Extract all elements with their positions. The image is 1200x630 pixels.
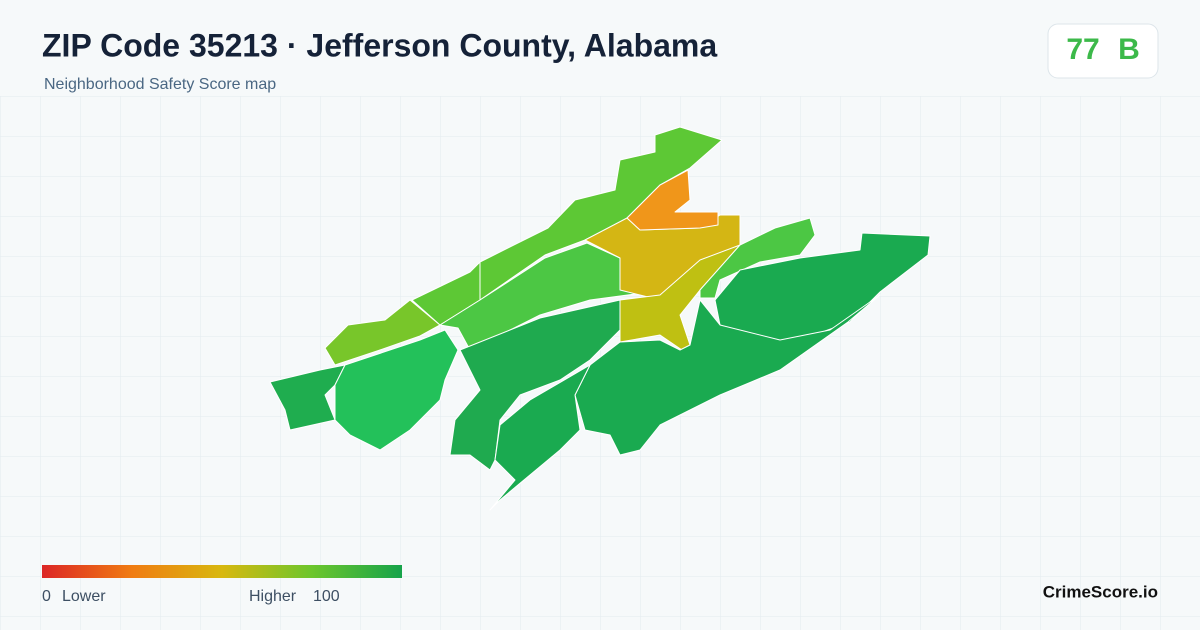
map-region — [269, 364, 346, 431]
map-region — [449, 299, 621, 471]
score-grade: B — [1118, 33, 1140, 66]
score-value: 77 — [1066, 33, 1099, 66]
map-region — [626, 169, 719, 231]
map-region — [479, 126, 723, 301]
legend-max: 100 — [313, 588, 340, 605]
map-region — [489, 364, 591, 511]
legend-max-label: Higher — [249, 588, 297, 605]
subtitle: Neighborhood Safety Score map — [44, 76, 276, 93]
legend-scale — [42, 565, 402, 578]
legend-min-label: Lower — [62, 588, 106, 605]
legend-min: 0 — [42, 588, 51, 605]
score-badge — [1047, 23, 1159, 79]
brand: CrimeScore.io — [1043, 582, 1158, 601]
map-region — [699, 217, 816, 299]
title: ZIP Code 35213 · Jefferson County, Alaba… — [42, 27, 717, 63]
map-region — [619, 244, 741, 351]
map-region — [411, 261, 481, 326]
map-region — [334, 329, 459, 451]
map — [269, 126, 931, 511]
